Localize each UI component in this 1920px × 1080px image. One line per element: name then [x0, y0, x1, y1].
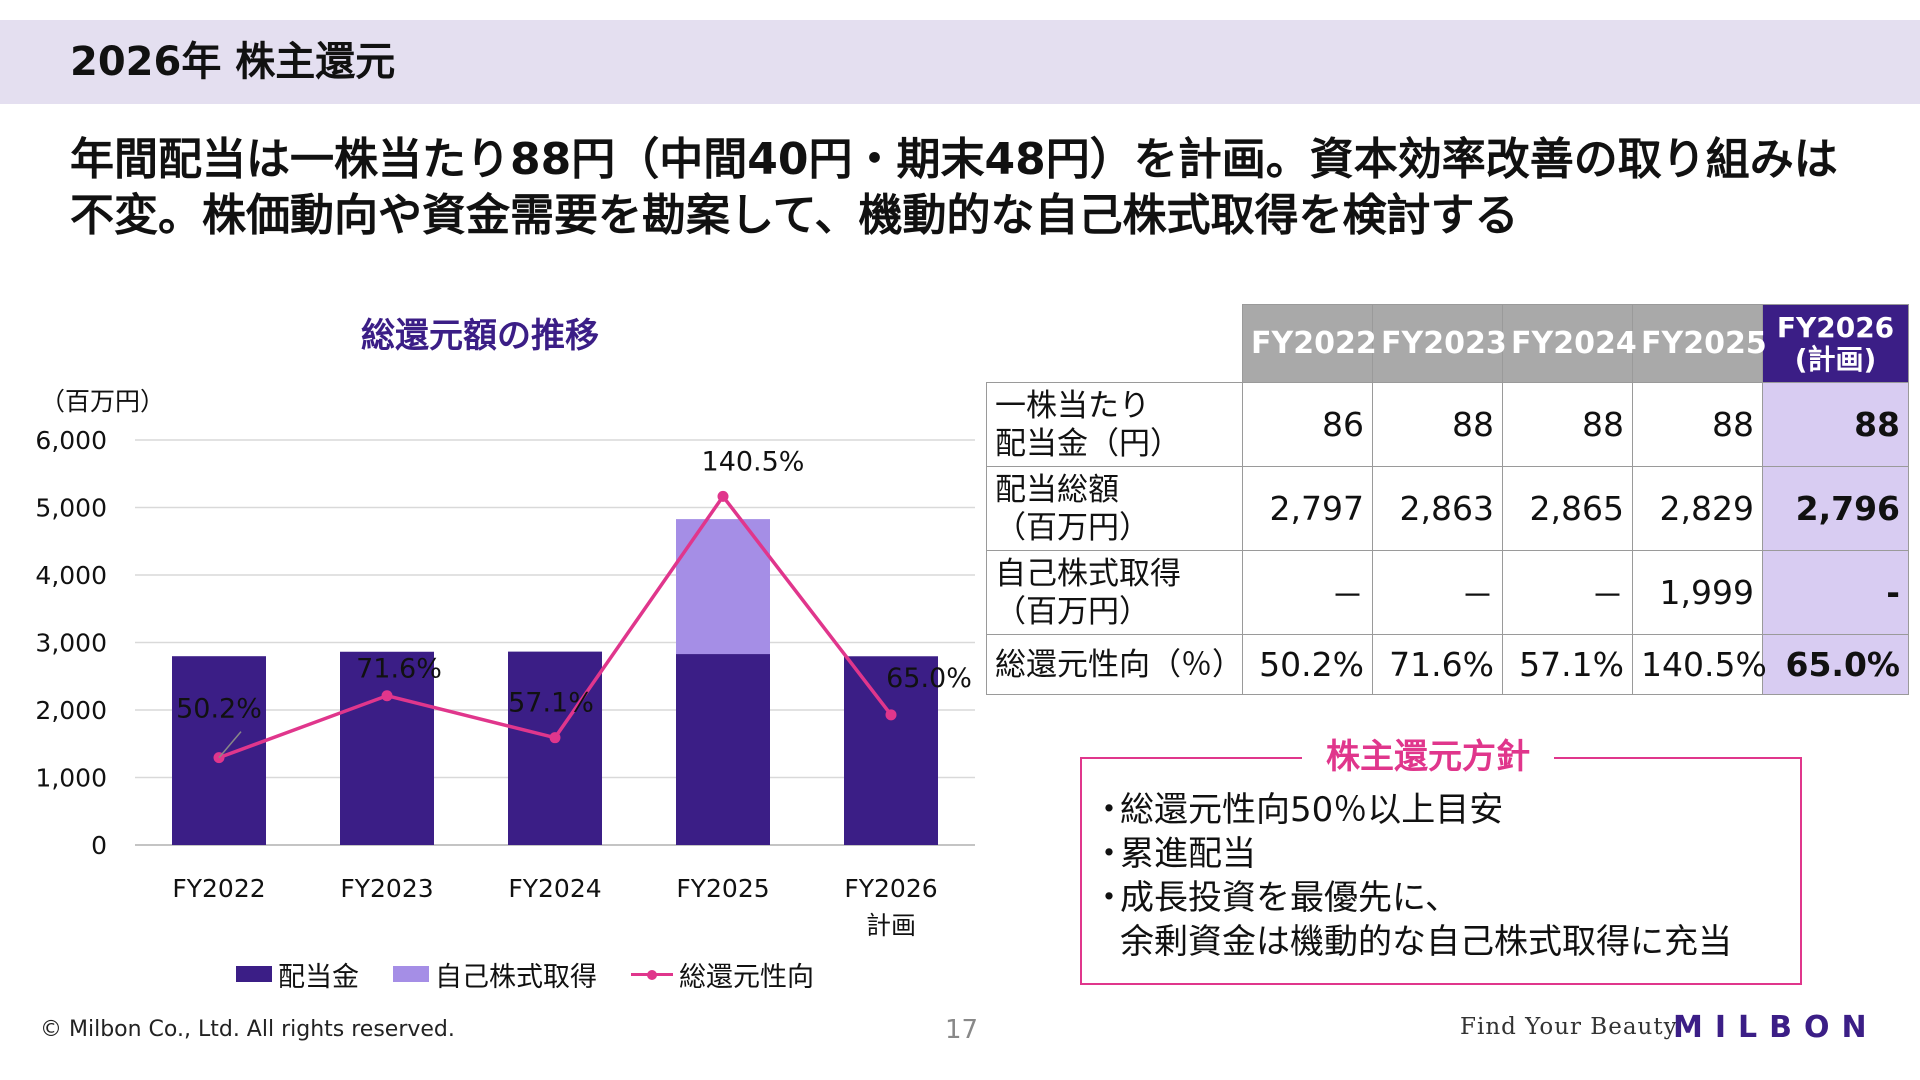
legend-swatch-buyback [393, 966, 429, 982]
slide-title: 2026年 株主還元 [70, 39, 396, 85]
y-tick-label: 1,000 [35, 764, 107, 793]
y-axis-unit-label: （百万円） [40, 387, 165, 416]
legend-label-payout-ratio: 総還元性向 [679, 961, 814, 993]
x-tick-label: 計画 [866, 911, 916, 940]
table-cell: 140.5% [1632, 634, 1767, 695]
chart-title: 総還元額の推移 [361, 316, 599, 356]
table-header-row: FY2022 FY2023 FY2024 FY2025 FY2026 (計画) [986, 304, 1909, 383]
x-tick-label: FY2022 [172, 874, 265, 903]
table-header-fy2023: FY2023 [1372, 304, 1507, 383]
table-cell: 1,999 [1632, 550, 1763, 635]
payout-ratio-point [885, 709, 897, 721]
copyright-text: © Milbon Co., Ltd. All rights reserved. [40, 1017, 455, 1042]
x-tick-label: FY2026 [844, 874, 937, 903]
legend-item-dividend: 配当金 [236, 955, 359, 994]
chart-legend: 配当金 自己株式取得 総還元性向 [236, 955, 814, 994]
bar-dividend [172, 656, 266, 845]
page-number: 17 [945, 1015, 979, 1045]
table-row-share-buyback: 自己株式取得 （百万円） － － － 1,999 - [986, 550, 1909, 635]
headline-line-2: 不変。株価動向や資金需要を勘案して、機動的な自己株式取得を検討する [70, 190, 1519, 241]
payout-ratio-point [549, 732, 561, 744]
table-header-fy2022: FY2022 [1242, 304, 1377, 383]
table-cell: － [1502, 550, 1633, 635]
table-cell: 88 [1632, 382, 1763, 467]
payout-ratio-label: 65.0% [886, 663, 972, 694]
table-cell: － [1372, 550, 1503, 635]
policy-item-text: 累進配当 [1120, 834, 1256, 874]
table-cell-plan: 88 [1762, 382, 1909, 467]
policy-item: ・ 成長投資を最優先に、 余剰資金は機動的な自己株式取得に充当 [1092, 876, 1732, 964]
table-cell: 88 [1372, 382, 1503, 467]
label-leader-line [218, 731, 242, 759]
bar-dividend [676, 654, 770, 845]
table-row-label: 総還元性向（％） [986, 634, 1243, 695]
x-tick-label: FY2024 [508, 874, 601, 903]
policy-list: ・ 総還元性向50％以上目安 ・ 累進配当 ・ 成長投資を最優先に、 余剰資金は… [1092, 788, 1732, 964]
x-tick-label: FY2023 [340, 874, 433, 903]
y-tick-label: 5,000 [35, 494, 107, 523]
title-band: 2026年 株主還元 [0, 20, 1920, 104]
table-cell: － [1242, 550, 1373, 635]
milbon-logo: MILBON [1673, 1010, 1879, 1045]
table-cell: 88 [1502, 382, 1633, 467]
table-cell-plan: 65.0% [1762, 634, 1909, 695]
payout-ratio-label: 71.6% [356, 654, 442, 685]
table-cell-plan: 2,796 [1762, 466, 1909, 551]
y-tick-label: 6,000 [35, 426, 107, 455]
table-cell: 2,797 [1242, 466, 1373, 551]
y-tick-label: 3,000 [35, 629, 107, 658]
policy-item: ・ 累進配当 [1092, 832, 1732, 876]
bar-dividend [844, 656, 938, 845]
table-cell: 86 [1242, 382, 1373, 467]
table-cell: 2,863 [1372, 466, 1503, 551]
bullet-marker: ・ [1092, 790, 1126, 830]
x-tick-label: FY2025 [676, 874, 769, 903]
policy-item-text: 総還元性向50％以上目安 [1120, 790, 1504, 830]
table-row-dividend-per-share: 一株当たり 配当金（円） 86 88 88 88 88 [986, 382, 1909, 467]
bar-dividend [508, 651, 602, 845]
policy-item: ・ 総還元性向50％以上目安 [1092, 788, 1732, 832]
table-cell: 2,829 [1632, 466, 1763, 551]
table-cell: 71.6% [1372, 634, 1503, 695]
legend-swatch-dividend [236, 966, 272, 982]
table-row-label: 配当総額 （百万円） [986, 466, 1243, 551]
table-cell: 50.2% [1242, 634, 1373, 695]
table-cell: 2,865 [1502, 466, 1633, 551]
y-tick-label: 0 [91, 831, 107, 860]
table-row-payout-ratio: 総還元性向（％） 50.2% 71.6% 57.1% 140.5% 65.0% [986, 634, 1909, 695]
table-header-fy2024: FY2024 [1502, 304, 1637, 383]
total-return-chart: （百万円） 0 1,000 2,000 3,000 4,000 5,000 6,000 FY20… [35, 387, 975, 940]
payout-ratio-label: 140.5% [702, 446, 805, 477]
y-tick-label: 4,000 [35, 561, 107, 590]
payout-ratio-point [381, 690, 393, 702]
table-row-label: 自己株式取得 （百万円） [986, 550, 1243, 635]
table-header-corner [986, 304, 1243, 383]
legend-item-buyback: 自己株式取得 [393, 955, 597, 994]
policy-item-text: 成長投資を最優先に、 余剰資金は機動的な自己株式取得に充当 [1120, 878, 1732, 962]
y-tick-label: 2,000 [35, 696, 107, 725]
table-header-fy2026-plan: FY2026 (計画) [1762, 304, 1909, 383]
table-row-label: 一株当たり 配当金（円） [986, 382, 1243, 467]
bullet-marker: ・ [1092, 878, 1126, 918]
bar-dividend [340, 651, 434, 845]
payout-ratio-label: 57.1% [508, 688, 594, 719]
policy-title: 株主還元方針 [1302, 737, 1554, 777]
legend-label-dividend: 配当金 [278, 961, 359, 993]
legend-label-buyback: 自己株式取得 [435, 961, 597, 993]
table-cell: 57.1% [1502, 634, 1633, 695]
return-summary-table: FY2022 FY2023 FY2024 FY2025 FY2026 (計画) … [986, 304, 1909, 695]
table-header-fy2025: FY2025 [1632, 304, 1767, 383]
legend-item-payout-ratio: 総還元性向 [631, 955, 814, 994]
headline-line-1: 年間配当は一株当たり88円（中間40円・期末48円）を計画。資本効率改善の取り組… [70, 134, 1838, 185]
legend-line-payout-ratio [631, 966, 673, 982]
headline: 年間配当は一株当たり88円（中間40円・期末48円）を計画。資本効率改善の取り組… [70, 132, 1870, 244]
bullet-marker: ・ [1092, 834, 1126, 874]
payout-ratio-label: 50.2% [176, 694, 262, 725]
table-row-total-dividend: 配当総額 （百万円） 2,797 2,863 2,865 2,829 2,796 [986, 466, 1909, 551]
table-cell-plan: - [1762, 550, 1909, 635]
payout-ratio-point [717, 490, 729, 502]
brand-tagline: Find Your Beauty [1460, 1014, 1678, 1040]
